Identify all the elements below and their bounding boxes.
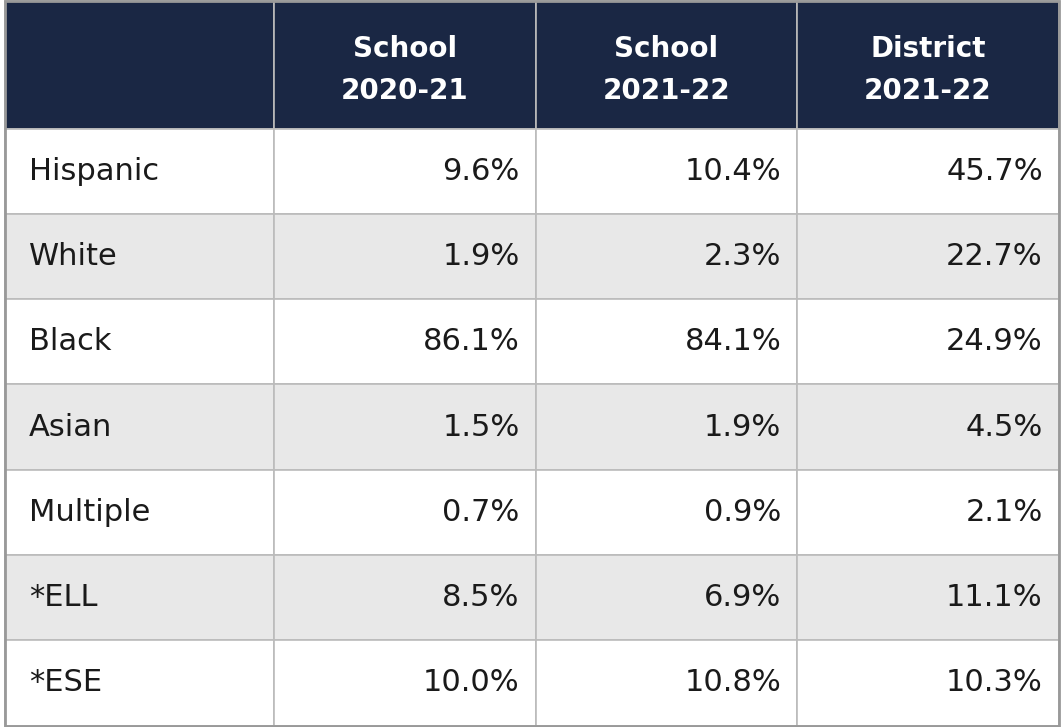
Bar bbox=[535, 555, 797, 640]
Bar bbox=[797, 555, 1059, 640]
Bar bbox=[5, 129, 275, 214]
Text: White: White bbox=[29, 242, 117, 271]
Bar bbox=[275, 470, 535, 555]
Text: *ESE: *ESE bbox=[29, 668, 102, 697]
Text: 1.9%: 1.9% bbox=[443, 242, 519, 271]
Bar bbox=[5, 300, 275, 385]
Bar bbox=[5, 385, 275, 470]
Bar bbox=[5, 640, 275, 726]
Bar bbox=[535, 470, 797, 555]
Bar bbox=[275, 640, 535, 726]
Bar bbox=[275, 129, 535, 214]
Text: 1.5%: 1.5% bbox=[443, 413, 519, 441]
Bar bbox=[797, 470, 1059, 555]
Text: 24.9%: 24.9% bbox=[946, 327, 1043, 356]
Text: 4.5%: 4.5% bbox=[965, 413, 1043, 441]
Text: 86.1%: 86.1% bbox=[423, 327, 519, 356]
Text: 6.9%: 6.9% bbox=[704, 583, 781, 612]
Text: 0.9%: 0.9% bbox=[704, 498, 781, 527]
Bar bbox=[275, 214, 535, 300]
Text: 22.7%: 22.7% bbox=[946, 242, 1043, 271]
Text: 2.3%: 2.3% bbox=[704, 242, 781, 271]
Text: 0.7%: 0.7% bbox=[443, 498, 519, 527]
Bar bbox=[535, 300, 797, 385]
Text: 45.7%: 45.7% bbox=[946, 157, 1043, 186]
Text: 10.0%: 10.0% bbox=[423, 668, 519, 697]
Bar bbox=[275, 1, 535, 129]
Bar bbox=[275, 300, 535, 385]
Text: 10.8%: 10.8% bbox=[684, 668, 781, 697]
Text: 2021-22: 2021-22 bbox=[602, 76, 730, 105]
Bar bbox=[535, 640, 797, 726]
Text: Multiple: Multiple bbox=[29, 498, 150, 527]
Bar bbox=[797, 1, 1059, 129]
Text: School: School bbox=[353, 34, 458, 63]
Text: 2020-21: 2020-21 bbox=[342, 76, 469, 105]
Text: Black: Black bbox=[29, 327, 112, 356]
Bar bbox=[535, 129, 797, 214]
Bar bbox=[535, 214, 797, 300]
Bar bbox=[275, 555, 535, 640]
Text: 8.5%: 8.5% bbox=[443, 583, 519, 612]
Text: Hispanic: Hispanic bbox=[29, 157, 159, 186]
Bar bbox=[797, 640, 1059, 726]
Text: School: School bbox=[614, 34, 718, 63]
Bar bbox=[797, 385, 1059, 470]
Text: 84.1%: 84.1% bbox=[684, 327, 781, 356]
Text: *ELL: *ELL bbox=[29, 583, 97, 612]
Text: 10.3%: 10.3% bbox=[946, 668, 1043, 697]
Bar bbox=[5, 214, 275, 300]
Text: 10.4%: 10.4% bbox=[684, 157, 781, 186]
Bar bbox=[5, 1, 275, 129]
Text: Asian: Asian bbox=[29, 413, 112, 441]
Text: 2.1%: 2.1% bbox=[965, 498, 1043, 527]
Text: 11.1%: 11.1% bbox=[946, 583, 1043, 612]
Bar bbox=[5, 555, 275, 640]
Text: District: District bbox=[870, 34, 985, 63]
Bar bbox=[5, 470, 275, 555]
Bar bbox=[797, 129, 1059, 214]
Bar bbox=[797, 214, 1059, 300]
Text: 9.6%: 9.6% bbox=[443, 157, 519, 186]
Bar bbox=[275, 385, 535, 470]
Bar bbox=[535, 1, 797, 129]
Bar bbox=[797, 300, 1059, 385]
Text: 2021-22: 2021-22 bbox=[864, 76, 992, 105]
Bar bbox=[535, 385, 797, 470]
Text: 1.9%: 1.9% bbox=[704, 413, 781, 441]
